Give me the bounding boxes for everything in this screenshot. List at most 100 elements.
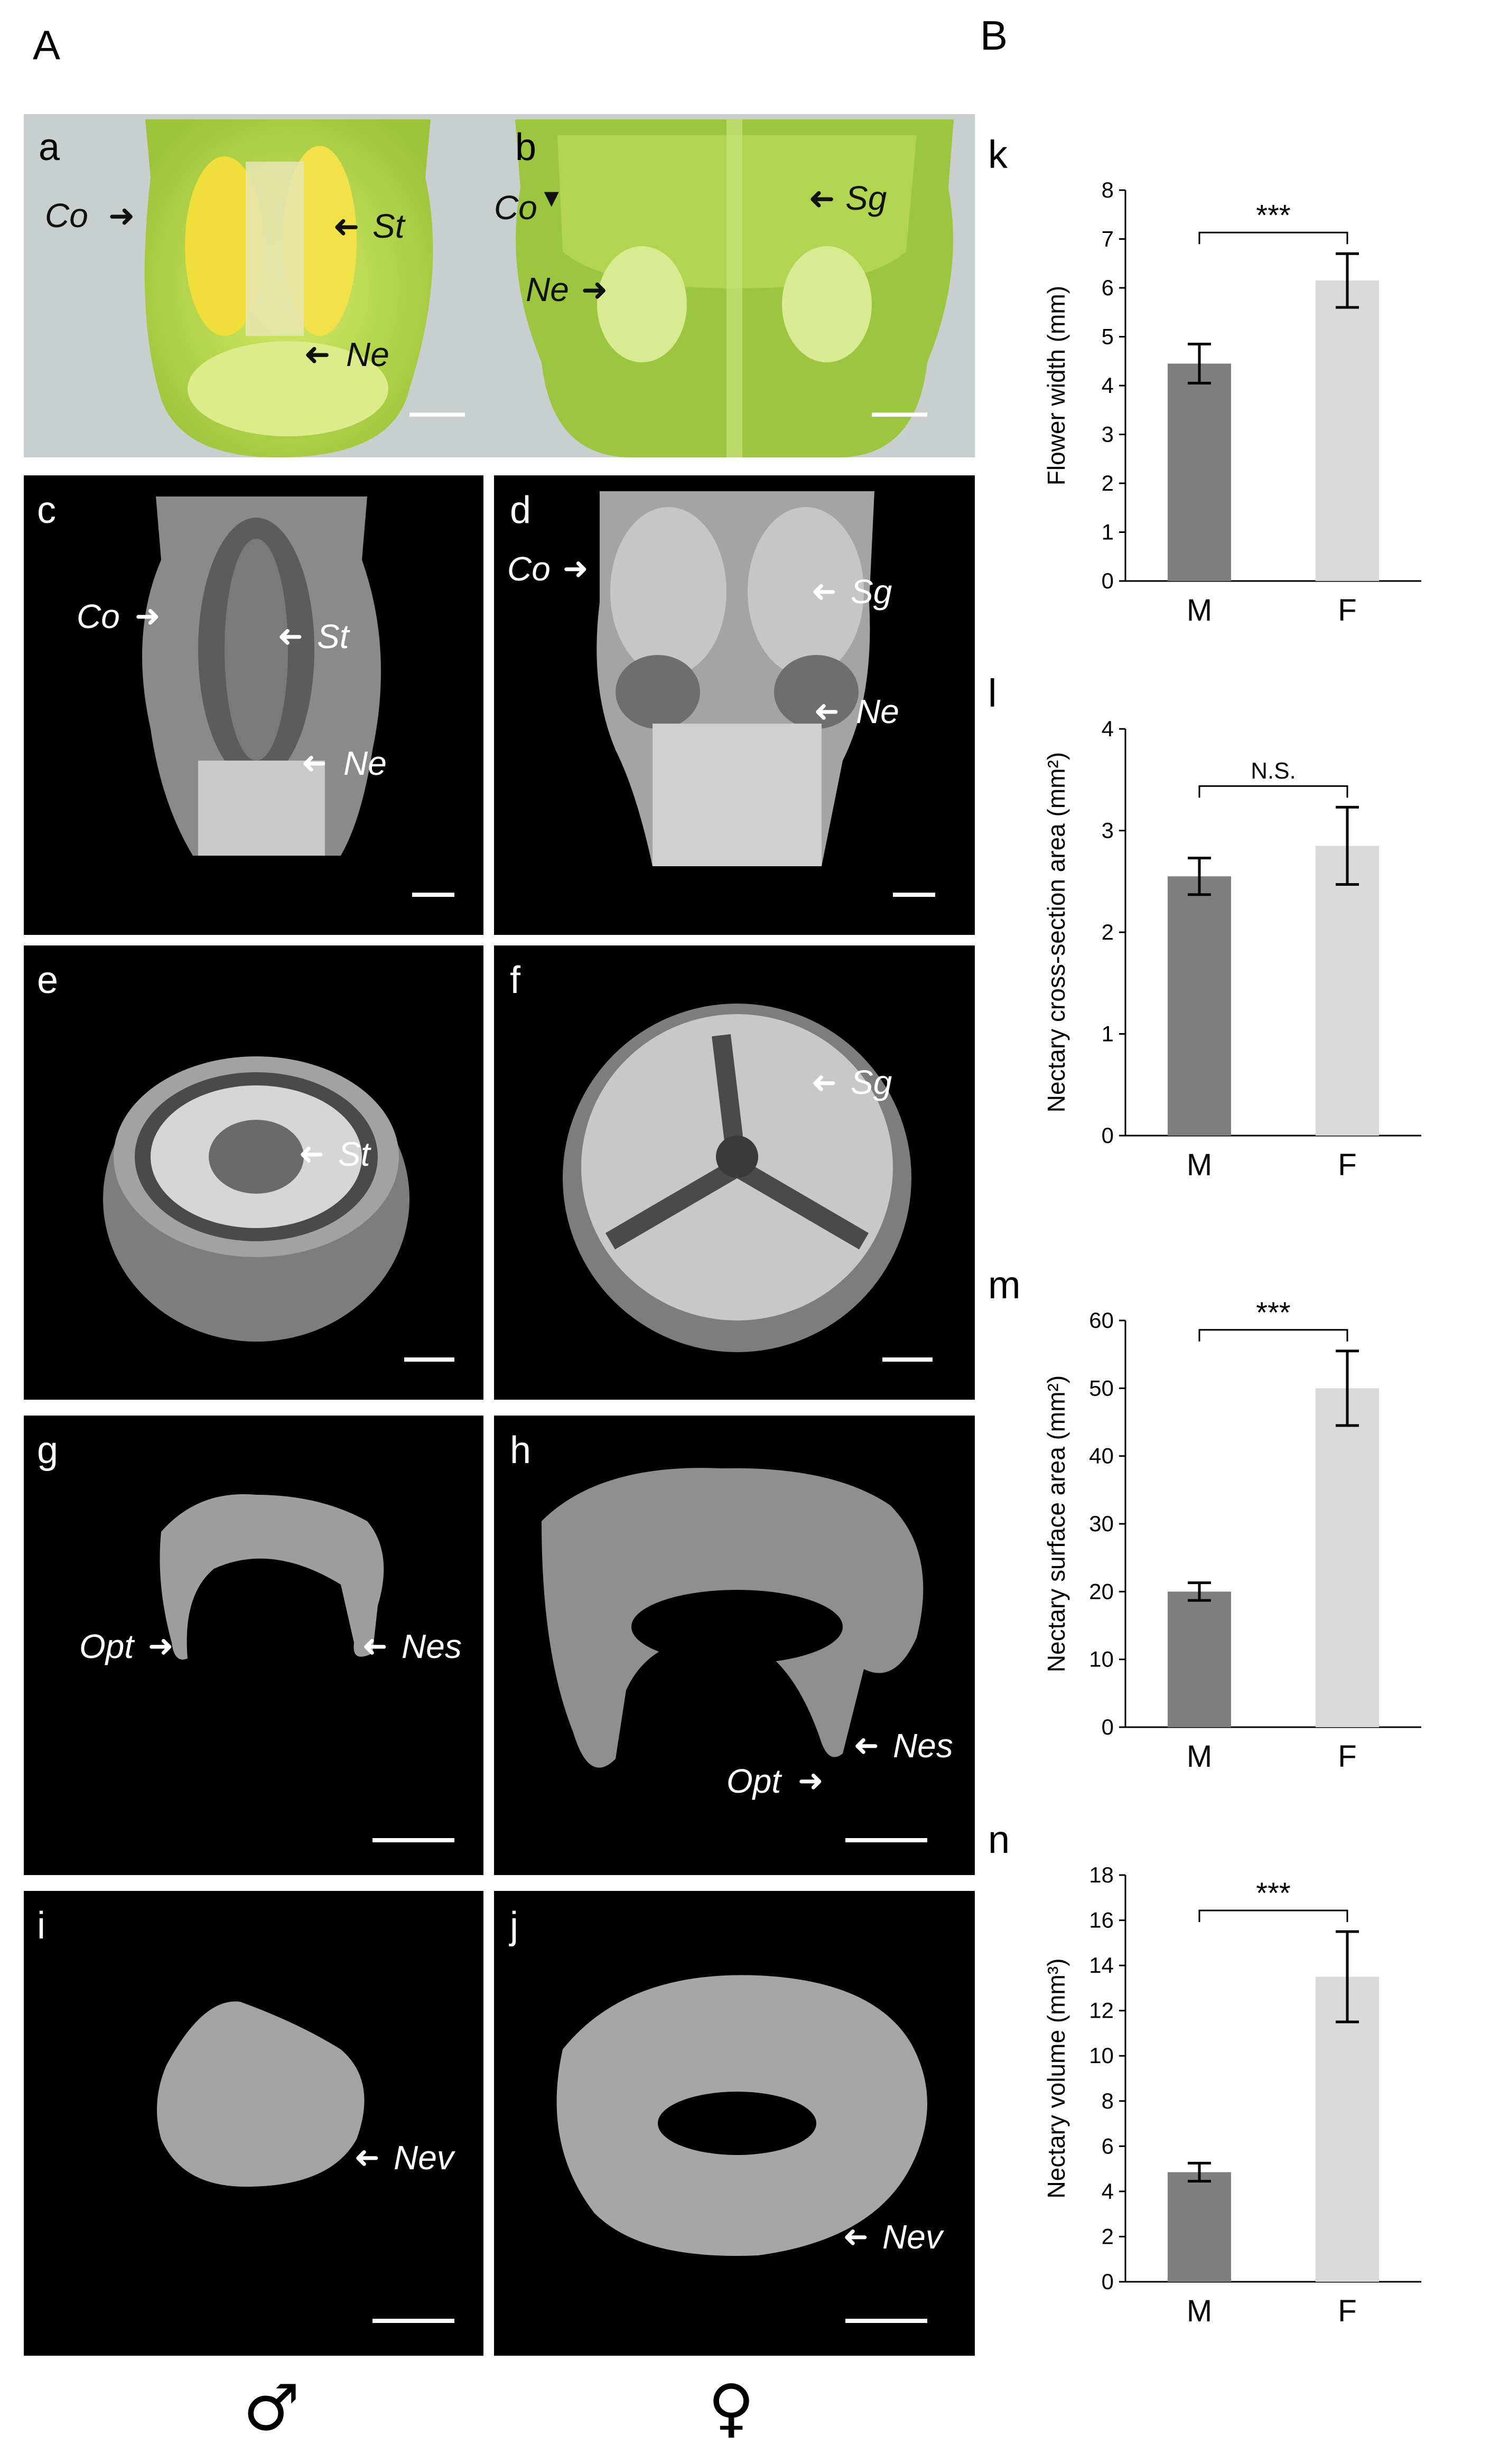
label-co: Co <box>45 196 88 235</box>
y-tick-label: 10 <box>1089 2043 1114 2068</box>
x-tick-label: M <box>1187 1148 1212 1182</box>
scale-bar <box>372 1838 454 1842</box>
bar-f <box>1316 1976 1379 2282</box>
significance-label: N.S. <box>1251 758 1296 784</box>
y-tick-label: 1 <box>1102 520 1114 545</box>
label-opt: Opt <box>79 1627 134 1665</box>
arrow-right-icon: ➜ <box>563 551 589 586</box>
arrow-left-icon: ➜ <box>362 1629 388 1663</box>
label-nev: Nev <box>882 2218 943 2256</box>
scale-bar <box>404 1357 454 1362</box>
ct-female-nectary-surface: h ➜ Nes Opt ➜ <box>494 1416 975 1875</box>
y-tick-label: 18 <box>1089 1862 1114 1887</box>
arrow-left-icon: ➜ <box>301 746 327 780</box>
y-tick-label: 0 <box>1102 1123 1114 1148</box>
male-symbol: ♂ <box>243 2372 300 2445</box>
label-ne: Ne <box>343 744 387 782</box>
y-tick-label: 30 <box>1089 1511 1114 1536</box>
ct-female-nectary-volume: j ➜ Nev <box>494 1891 975 2356</box>
chart-k-panel-letter: k <box>988 133 1008 176</box>
chart-n-svg: n 0 2 4 6 8 10 12 14 16 18 Nectary volume (mm³) M F **… <box>988 1817 1421 2328</box>
arrow-left-icon: ➜ <box>843 2219 869 2254</box>
label-st: St <box>317 617 349 655</box>
y-tick-label: 4 <box>1102 716 1114 741</box>
photo-female-flower: b Co ▼ ➜ Sg Ne ➜ <box>494 114 975 457</box>
arrow-left-icon: ➜ <box>299 1137 324 1171</box>
triangle-marker-icon: ▼ <box>539 184 564 212</box>
tile-h-letter: h <box>510 1429 532 1472</box>
bar-m <box>1168 876 1231 1136</box>
y-tick-label: 2 <box>1102 2224 1114 2248</box>
significance-label: *** <box>1256 198 1290 231</box>
chart-k: k 0 1 2 3 4 5 6 7 8 Flower width (mm) M F *** <box>983 121 1437 650</box>
scale-bar <box>893 893 935 897</box>
chart-l-svg: l 0 1 2 3 4 Nectary cross-section area (mm²) M F… <box>988 671 1421 1182</box>
significance-bracket <box>1198 785 1348 798</box>
y-tick-label: 2 <box>1102 471 1114 495</box>
label-nes: Nes <box>402 1627 462 1665</box>
x-tick-label: F <box>1338 1148 1356 1182</box>
arrow-left-icon: ➜ <box>853 1728 879 1763</box>
chart-n: n 0 2 4 6 8 10 12 14 16 18 Nectary volume (mm³) M F **… <box>983 1806 1437 2350</box>
y-tick-label: 6 <box>1102 2133 1114 2158</box>
y-tick-label: 3 <box>1102 422 1114 447</box>
tile-d-letter: d <box>510 489 532 531</box>
tile-c-letter: c <box>37 489 56 531</box>
label-st: St <box>372 207 405 245</box>
y-tick-label: 20 <box>1089 1579 1114 1604</box>
x-tick-label: M <box>1187 2294 1212 2328</box>
y-tick-label: 6 <box>1102 275 1114 300</box>
y-tick-label: 4 <box>1102 2179 1114 2204</box>
bar-f <box>1316 846 1379 1136</box>
chart-n-panel-letter: n <box>988 1817 1010 1861</box>
arrow-left-icon: ➜ <box>808 181 835 216</box>
ct-male-nectary-surface: g Opt ➜ ➜ Nes <box>24 1416 483 1875</box>
y-tick-label: 5 <box>1102 324 1114 349</box>
arrow-left-icon: ➜ <box>277 619 303 653</box>
label-co: Co <box>507 550 551 588</box>
label-ne: Ne <box>346 335 389 373</box>
x-tick-label: F <box>1338 2294 1356 2328</box>
label-nes: Nes <box>893 1727 953 1765</box>
ct-male-nectary-volume: i ➜ Nev <box>24 1891 483 2356</box>
y-tick-label: 0 <box>1102 2269 1114 2294</box>
chart-l-panel-letter: l <box>988 671 996 715</box>
significance-label: *** <box>1256 1876 1290 1909</box>
bar-m <box>1168 2172 1231 2282</box>
y-tick-label: 0 <box>1102 1715 1114 1739</box>
significance-label: *** <box>1256 1296 1290 1329</box>
chart-k-svg: k 0 1 2 3 4 5 6 7 8 Flower width (mm) M F *** <box>988 133 1421 627</box>
label-co: Co <box>494 189 537 227</box>
bar-f <box>1316 280 1379 581</box>
arrow-left-icon: ➜ <box>354 2140 380 2175</box>
x-tick-label: F <box>1338 593 1356 627</box>
arrow-right-icon: ➜ <box>581 272 608 307</box>
chart-l: l 0 1 2 3 4 Nectary cross-section area (mm²) M F… <box>983 660 1437 1204</box>
bar-f <box>1316 1388 1379 1727</box>
arrow-left-icon: ➜ <box>814 694 840 728</box>
y-tick-label: 10 <box>1089 1647 1114 1672</box>
arrow-right-icon: ➜ <box>798 1764 824 1798</box>
arrow-left-icon: ➜ <box>811 574 837 608</box>
y-tick-label: 50 <box>1089 1375 1114 1400</box>
label-sg: Sg <box>845 179 887 217</box>
panel-a-label: A <box>33 22 61 68</box>
y-tick-label: 0 <box>1102 568 1114 593</box>
photo-male-flower: a Co ➜ ➜ St ➜ Ne <box>24 114 526 457</box>
x-tick-label: M <box>1187 593 1212 627</box>
label-co: Co <box>77 597 120 635</box>
ct-female-cross-section: f ➜ Sg <box>494 945 975 1400</box>
y-tick-label: 3 <box>1102 818 1114 843</box>
tile-i-letter: i <box>37 1905 45 1947</box>
label-ne: Ne <box>526 270 569 308</box>
bar-m <box>1168 1591 1231 1727</box>
label-st: St <box>338 1135 370 1173</box>
scale-bar <box>412 893 454 897</box>
y-tick-label: 14 <box>1089 1953 1114 1978</box>
y-tick-label: 60 <box>1089 1308 1114 1333</box>
scale-bar <box>872 413 927 417</box>
significance-bracket <box>1198 1329 1348 1342</box>
arrow-right-icon: ➜ <box>148 1629 174 1663</box>
ct-male-longitudinal: c Co ➜ ➜ St ➜ Ne <box>24 475 483 935</box>
bar-m <box>1168 363 1231 581</box>
